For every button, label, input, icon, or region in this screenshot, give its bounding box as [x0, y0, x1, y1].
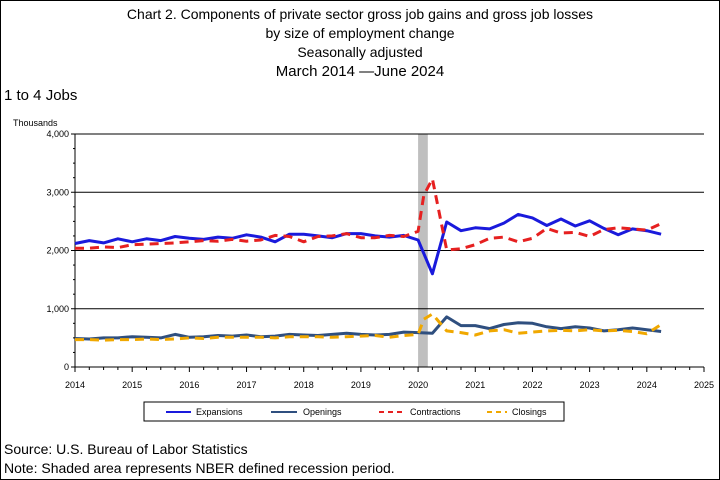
- chart-subtitle: 1 to 4 Jobs: [4, 87, 78, 104]
- legend-box: [143, 401, 565, 422]
- title-line-1: Chart 2. Components of private sector gr…: [126, 6, 594, 22]
- legend-label-expansions: Expansions: [196, 407, 243, 417]
- series-line-expansions: [74, 212, 662, 276]
- y-tick-label: 3,000: [46, 187, 69, 197]
- x-tick-label: 2018: [294, 380, 314, 390]
- series-line-closings: [75, 312, 662, 342]
- y-tick-label: 1,000: [46, 304, 69, 314]
- y-axis-label: Thousands: [13, 118, 58, 128]
- x-tick-label: 2019: [351, 380, 371, 390]
- x-tick-label: 2022: [522, 380, 542, 390]
- legend-label-openings: Openings: [303, 407, 342, 417]
- x-tick-label: 2014: [65, 380, 85, 390]
- x-tick-label: 2015: [122, 380, 142, 390]
- y-tick-label: 4,000: [46, 129, 69, 139]
- title-line-2: by size of employment change: [265, 25, 455, 41]
- x-tick-label: 2021: [465, 380, 485, 390]
- legend-label-contractions: Contractions: [410, 407, 461, 417]
- x-tick-label: 2023: [580, 380, 600, 390]
- x-tick-label: 2016: [179, 380, 199, 390]
- y-tick-label: 0: [64, 362, 69, 372]
- legend-label-closings: Closings: [512, 407, 547, 417]
- x-tick-label: 2020: [408, 380, 428, 390]
- x-tick-label: 2017: [237, 380, 257, 390]
- series-line-contractions: [75, 177, 662, 252]
- y-tick-label: 2,000: [46, 246, 69, 256]
- chart-title: Chart 2. Components of private sector gr…: [1, 5, 719, 81]
- title-line-4: March 2014 —June 2024: [275, 63, 445, 80]
- title-line-3: Seasonally adjusted: [297, 44, 423, 60]
- source-note: Source: U.S. Bureau of Labor Statistics: [4, 441, 248, 457]
- x-tick-label: 2024: [637, 380, 657, 390]
- x-tick-label: 2025: [694, 380, 714, 390]
- recession-note: Note: Shaded area represents NBER define…: [4, 460, 395, 476]
